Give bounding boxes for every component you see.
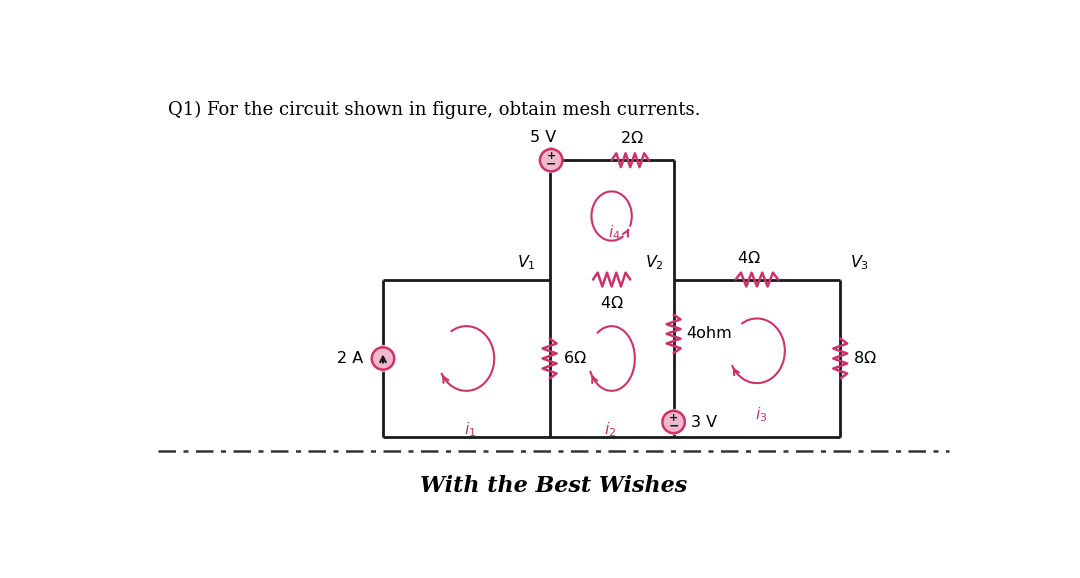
Text: 4ohm: 4ohm xyxy=(686,327,732,342)
Text: +: + xyxy=(669,413,678,423)
Text: 8$\Omega$: 8$\Omega$ xyxy=(852,350,877,366)
Text: $i_4$: $i_4$ xyxy=(608,224,621,242)
Text: $V_1$: $V_1$ xyxy=(516,253,536,272)
Text: −: − xyxy=(669,420,679,433)
Text: 4$\Omega$: 4$\Omega$ xyxy=(738,250,761,266)
Text: 6$\Omega$: 6$\Omega$ xyxy=(563,350,586,366)
Text: $i_3$: $i_3$ xyxy=(755,405,767,424)
Circle shape xyxy=(540,149,563,172)
Circle shape xyxy=(662,411,685,433)
Text: 2$\Omega$: 2$\Omega$ xyxy=(620,131,644,146)
Circle shape xyxy=(372,347,394,370)
Text: $V_2$: $V_2$ xyxy=(646,253,664,272)
Text: 3 V: 3 V xyxy=(691,414,717,429)
Text: $V_3$: $V_3$ xyxy=(850,253,869,272)
Text: 2 A: 2 A xyxy=(337,351,364,366)
Text: 5 V: 5 V xyxy=(530,130,556,145)
Text: $i_1$: $i_1$ xyxy=(464,420,476,439)
Text: Q1) For the circuit shown in figure, obtain mesh currents.: Q1) For the circuit shown in figure, obt… xyxy=(168,101,701,118)
Text: $i_2$: $i_2$ xyxy=(604,420,617,439)
Text: +: + xyxy=(546,151,556,161)
Text: With the Best Wishes: With the Best Wishes xyxy=(420,475,687,497)
Text: −: − xyxy=(545,158,556,171)
Text: 4$\Omega$: 4$\Omega$ xyxy=(599,295,623,311)
